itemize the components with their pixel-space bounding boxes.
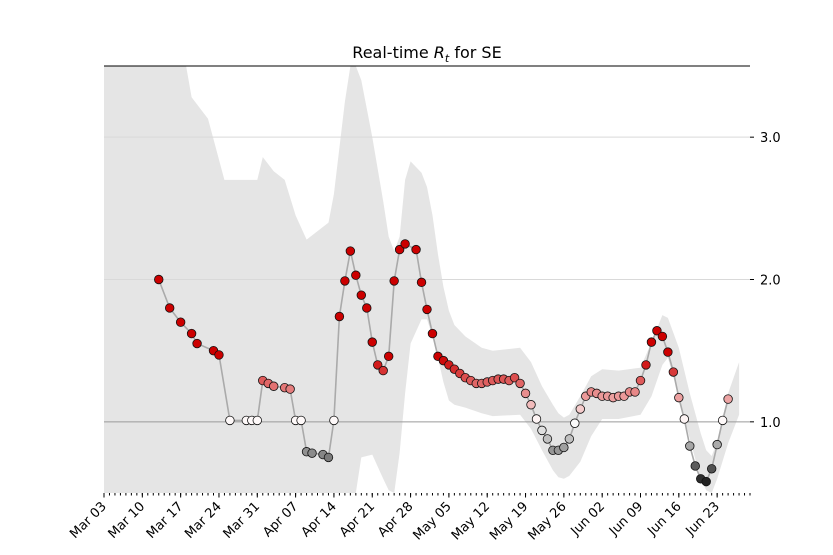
- data-point: [307, 448, 317, 458]
- y-tick-label: 3.0: [760, 131, 781, 146]
- data-point: [635, 375, 646, 386]
- x-tick-label: May 26: [525, 499, 569, 543]
- data-point: [373, 360, 383, 370]
- data-point: [334, 311, 345, 322]
- data-point: [362, 303, 372, 313]
- data-point: [520, 388, 531, 399]
- data-point: [411, 244, 421, 255]
- data-point: [154, 274, 164, 285]
- data-point: [679, 414, 690, 424]
- y-tick-label: 2.0: [760, 274, 781, 289]
- data-point: [531, 414, 542, 424]
- data-point: [690, 461, 700, 471]
- chart-title-prefix: Real-time: [352, 43, 434, 62]
- data-point: [646, 337, 657, 347]
- x-tick-label: Apr 07: [260, 499, 301, 540]
- data-point: [570, 418, 580, 428]
- data-point: [164, 303, 175, 313]
- data-point: [537, 425, 547, 436]
- data-point: [701, 476, 711, 487]
- data-point: [559, 442, 569, 453]
- data-point: [383, 351, 394, 362]
- x-tick-label: May 12: [449, 499, 493, 543]
- data-point: [416, 277, 427, 288]
- x-tick-label: Jun 02: [568, 499, 608, 539]
- data-point: [685, 441, 695, 451]
- data-point: [394, 244, 405, 255]
- data-point: [657, 331, 668, 342]
- data-point: [712, 439, 722, 450]
- data-point: [515, 378, 525, 389]
- x-tick-label: Mar 24: [182, 499, 225, 542]
- data-point: [340, 276, 350, 286]
- data-point: [509, 373, 520, 383]
- data-point: [214, 350, 224, 360]
- x-tick-label: Jun 09: [606, 499, 646, 539]
- chart-title-suffix: for SE: [449, 43, 501, 62]
- x-tick-label: May 05: [410, 499, 454, 543]
- x-tick-label: May 19: [487, 499, 531, 543]
- data-point: [252, 415, 262, 426]
- data-point: [526, 400, 536, 410]
- chart-title-subscript: t: [445, 52, 450, 65]
- data-point: [706, 464, 717, 474]
- data-point: [323, 452, 334, 463]
- data-point: [285, 384, 295, 394]
- x-tick-label: Mar 17: [144, 499, 187, 542]
- data-point: [329, 415, 339, 426]
- data-point: [367, 337, 377, 347]
- chart-title-symbol: R: [434, 43, 445, 62]
- data-point: [389, 276, 399, 286]
- data-point: [630, 387, 640, 397]
- x-tick-label: Jun 23: [683, 499, 723, 539]
- data-point: [192, 338, 202, 349]
- data-point: [641, 360, 651, 370]
- data-point: [400, 239, 410, 249]
- data-point: [542, 434, 553, 444]
- data-point: [225, 415, 235, 426]
- data-point: [663, 347, 673, 357]
- data-point: [345, 246, 356, 256]
- data-point: [575, 404, 585, 414]
- x-tick-label: Apr 21: [337, 499, 378, 540]
- data-point: [652, 326, 662, 336]
- chart-title: Real-time Rt for SE: [352, 43, 501, 65]
- x-tick-label: Mar 31: [221, 499, 264, 542]
- data-point: [356, 290, 367, 300]
- y-tick-label: 1.0: [760, 416, 781, 431]
- data-point: [296, 415, 306, 426]
- x-tick-label: Apr 14: [299, 499, 340, 540]
- x-tick-label: Apr 28: [375, 499, 416, 540]
- x-tick-label: Jun 16: [644, 499, 684, 539]
- x-tick-label: Mar 10: [106, 499, 149, 542]
- data-point: [422, 304, 432, 315]
- data-point: [723, 394, 733, 404]
- data-point: [378, 365, 388, 376]
- data-point: [674, 392, 684, 403]
- data-point: [427, 328, 438, 339]
- data-point: [351, 270, 361, 280]
- plot-area: [104, 66, 750, 493]
- data-point: [564, 434, 575, 444]
- data-point: [175, 317, 186, 327]
- data-point: [186, 328, 197, 339]
- data-point: [269, 381, 279, 391]
- x-tick-label: Mar 03: [67, 499, 110, 542]
- data-point: [717, 415, 728, 426]
- data-point: [668, 367, 679, 377]
